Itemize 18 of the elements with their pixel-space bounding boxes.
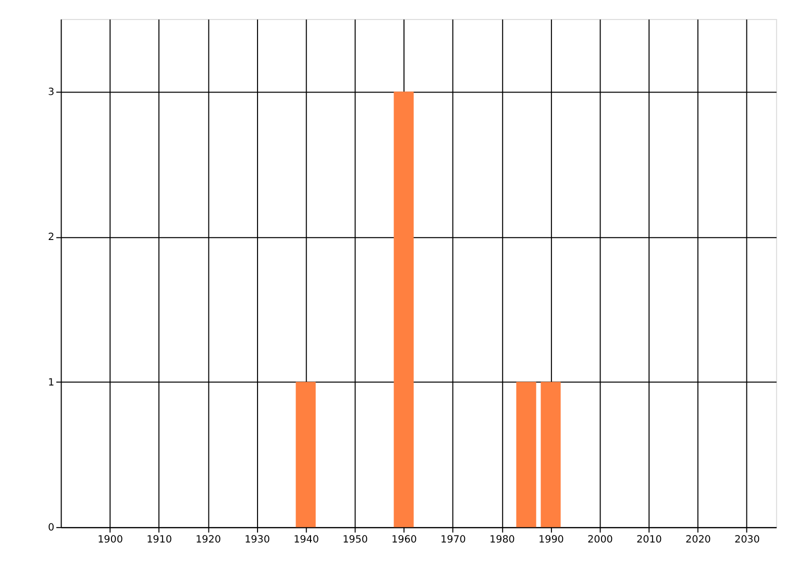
x-tick-label: 2000	[588, 534, 613, 546]
x-tick-label: 1910	[146, 534, 172, 546]
x-tick-label: 1920	[196, 534, 221, 546]
x-tick-label: 1930	[244, 534, 270, 546]
x-tick-label: 1950	[342, 534, 368, 546]
y-tick-label: 2	[48, 232, 54, 244]
x-tick-label: 1960	[392, 534, 417, 546]
x-tick-label: 1970	[440, 534, 466, 546]
x-tick-label: 1990	[538, 534, 564, 546]
x-tick-label: 1940	[294, 534, 319, 546]
y-tick-label: 3	[48, 87, 54, 98]
x-tick-label: 1980	[490, 534, 515, 546]
x-tick-label: 2020	[686, 534, 711, 546]
x-tick-label: 2030	[734, 534, 760, 546]
y-tick-label: 1	[48, 377, 54, 388]
x-tick-label: 2010	[636, 534, 662, 546]
y-tick-label: 0	[48, 522, 54, 534]
x-tick-label: 1900	[98, 534, 123, 546]
